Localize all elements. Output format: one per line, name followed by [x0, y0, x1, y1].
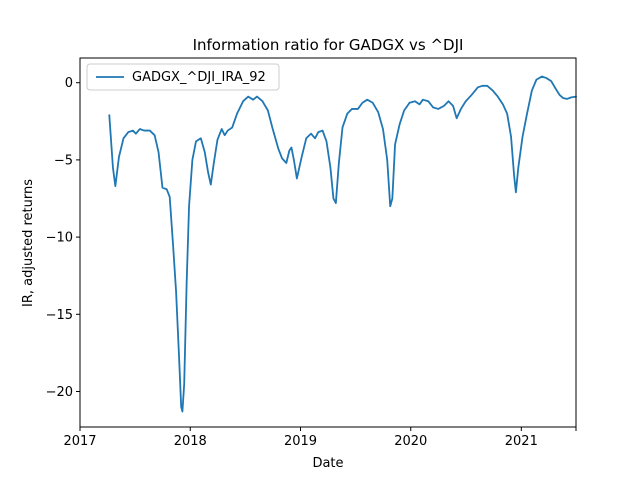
y-tick-label: −20	[46, 385, 73, 400]
y-tick-label: −10	[46, 231, 73, 246]
x-axis-label: Date	[312, 456, 343, 471]
y-tick-label: 0	[65, 76, 73, 91]
x-tick-label: 2020	[394, 434, 427, 449]
series-line-0	[108, 75, 577, 413]
legend-box	[86, 63, 280, 91]
x-tick-label: 2019	[284, 434, 317, 449]
x-axis: 2017 2018 2019 2020 2021	[63, 427, 577, 449]
y-axis: 0 −5 −10 −15 −20	[46, 76, 80, 400]
y-tick-label: −5	[54, 153, 73, 168]
x-tick-label: 2018	[174, 434, 207, 449]
plot-area	[108, 75, 577, 413]
legend: GADGX_^DJI_IRA_92	[86, 63, 280, 91]
axes-frame	[79, 57, 577, 428]
chart-title: Information ratio for GADGX vs ^DJI	[193, 36, 464, 54]
y-tick-label: −15	[46, 308, 73, 323]
x-tick-label: 2021	[505, 434, 538, 449]
legend-label: GADGX_^DJI_IRA_92	[132, 70, 266, 85]
x-tick-label: 2017	[63, 434, 96, 449]
y-axis-label: IR, adjusted returns	[21, 179, 36, 307]
